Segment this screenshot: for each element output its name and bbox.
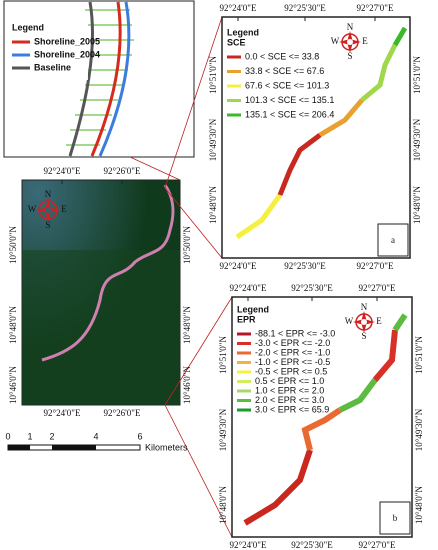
- y-label: 10°51'0"N: [414, 336, 424, 374]
- scale-tick-label: 0: [5, 431, 10, 441]
- x-label: 92°24'0"E: [220, 261, 257, 271]
- y-label: 10°49'30"N: [412, 118, 422, 161]
- x-label: 92°25'30"E: [284, 261, 326, 271]
- x-label: 92°27'0"E: [357, 261, 394, 271]
- y-label: 10°48'0"N: [8, 306, 18, 344]
- scale-tick-label: 4: [93, 431, 98, 441]
- x-label: 92°25'30"E: [291, 540, 333, 550]
- compass-star: [339, 31, 361, 53]
- compass-letter: N: [361, 302, 368, 312]
- legend-label: -1.0 < EPR <= -0.5: [255, 357, 330, 367]
- legend-label: 2.0 < EPR <= 3.0: [255, 395, 324, 405]
- legend-label: 0.5 < EPR <= 1.0: [255, 376, 324, 386]
- compass-letter: W: [331, 36, 340, 46]
- x-label: 92°24'0"E: [230, 540, 267, 550]
- x-label: 92°25'30"E: [291, 283, 333, 293]
- legend-label: 1.0 < EPR <= 2.0: [255, 385, 324, 395]
- legend-title: Legend: [12, 22, 44, 32]
- y-label: 10°51'0"N: [218, 336, 228, 374]
- compass-star: [353, 311, 375, 333]
- legend-label: 33.8 < SCE <= 67.6: [245, 66, 324, 76]
- compass-letter: N: [45, 189, 52, 199]
- x-label: 92°26'0"E: [104, 408, 141, 418]
- legend-title: Legend: [227, 27, 259, 37]
- y-label: 10°48'0"N: [208, 186, 218, 224]
- legend-title: Legend: [237, 304, 269, 314]
- x-label: 92°24'0"E: [44, 166, 81, 176]
- scale-tick-label: 1: [27, 431, 32, 441]
- compass-letter: E: [362, 36, 368, 46]
- scale-tick-label: 2: [49, 431, 54, 441]
- y-label: 10°48'0"N: [218, 486, 228, 524]
- connector-lines: [129, 16, 233, 538]
- x-label: 92°24'0"E: [220, 3, 257, 13]
- shoreline-2005-line: [90, 1, 122, 157]
- legend-label: -2.0 < EPR <= -1.0: [255, 347, 330, 357]
- inset-legend-bg: [8, 20, 88, 80]
- y-label: 10°50'0"N: [182, 226, 192, 264]
- legend-label: Baseline: [34, 62, 71, 72]
- panel-letter: a: [391, 235, 395, 245]
- baseline-line: [68, 1, 94, 157]
- compass-star: [36, 198, 60, 222]
- legend-label: -3.0 < EPR <= -2.0: [255, 338, 330, 348]
- legend-label: Shoreline_2004: [34, 49, 100, 59]
- panel-a-shoreline: [235, 26, 408, 240]
- panel-b-shoreline: [243, 313, 408, 526]
- legend-label: 3.0 < EPR <= 65.9: [255, 404, 329, 414]
- compass-letter: N: [347, 22, 354, 32]
- scale-tick-label: 6: [137, 431, 142, 441]
- x-label: 92°27'0"E: [359, 540, 396, 550]
- legend-label: 135.1 < SCE <= 206.4: [245, 109, 334, 119]
- y-label: 10°48'0"N: [182, 306, 192, 344]
- legend-label: 101.3 < SCE <= 135.1: [245, 95, 334, 105]
- legend-label: -88.1 < EPR <= -3.0: [255, 328, 335, 338]
- y-label: 10°46'0"N: [182, 366, 192, 404]
- y-label: 10°50'0"N: [8, 226, 18, 264]
- x-label: 92°25'30"E: [284, 3, 326, 13]
- y-label: 10°46'0"N: [8, 366, 18, 404]
- land: [22, 250, 180, 405]
- legend-label: 0.0 < SCE <= 33.8: [245, 51, 319, 61]
- scale-segment: [8, 445, 30, 450]
- y-label: 10°49'30"N: [208, 118, 218, 161]
- y-label: 10°49'30"N: [414, 408, 424, 451]
- panel-letter-box: [377, 223, 409, 257]
- x-label: 92°26'0"E: [104, 166, 141, 176]
- y-label: 10°48'0"N: [412, 186, 422, 224]
- panel-letter-box: [379, 501, 411, 535]
- x-label: 92°24'0"E: [44, 408, 81, 418]
- legend-label: 67.6 < SCE <= 101.3: [245, 80, 329, 90]
- x-label: 92°27'0"E: [357, 3, 394, 13]
- y-label: 10°48'0"N: [414, 486, 424, 524]
- compass-letter: S: [361, 331, 366, 341]
- y-label: 10°49'30"N: [218, 408, 228, 451]
- panel-letter: b: [393, 513, 398, 523]
- y-label: 10°51'0"N: [412, 56, 422, 94]
- x-label: 92°27'0"E: [359, 283, 396, 293]
- compass-letter: S: [347, 51, 352, 61]
- scale-unit: Kilometers: [145, 442, 188, 452]
- coastline: [41, 184, 175, 362]
- legend-label: -0.5 < EPR <= 0.5: [255, 366, 327, 376]
- panel-b-frame: [231, 296, 413, 538]
- compass-letter: W: [28, 204, 37, 214]
- legend-subtitle: SCE: [227, 37, 246, 47]
- compass-letter: E: [61, 204, 67, 214]
- scale-segment: [52, 445, 96, 450]
- shoreline-2004-line: [98, 1, 131, 157]
- y-label: 10°51'0"N: [208, 56, 218, 94]
- legend-label: Shoreline_2005: [34, 36, 100, 46]
- compass-letter: S: [45, 220, 50, 230]
- compass-letter: W: [345, 316, 354, 326]
- x-label: 92°24'0"E: [230, 283, 267, 293]
- compass-letter: E: [376, 316, 382, 326]
- legend-subtitle: EPR: [237, 314, 256, 324]
